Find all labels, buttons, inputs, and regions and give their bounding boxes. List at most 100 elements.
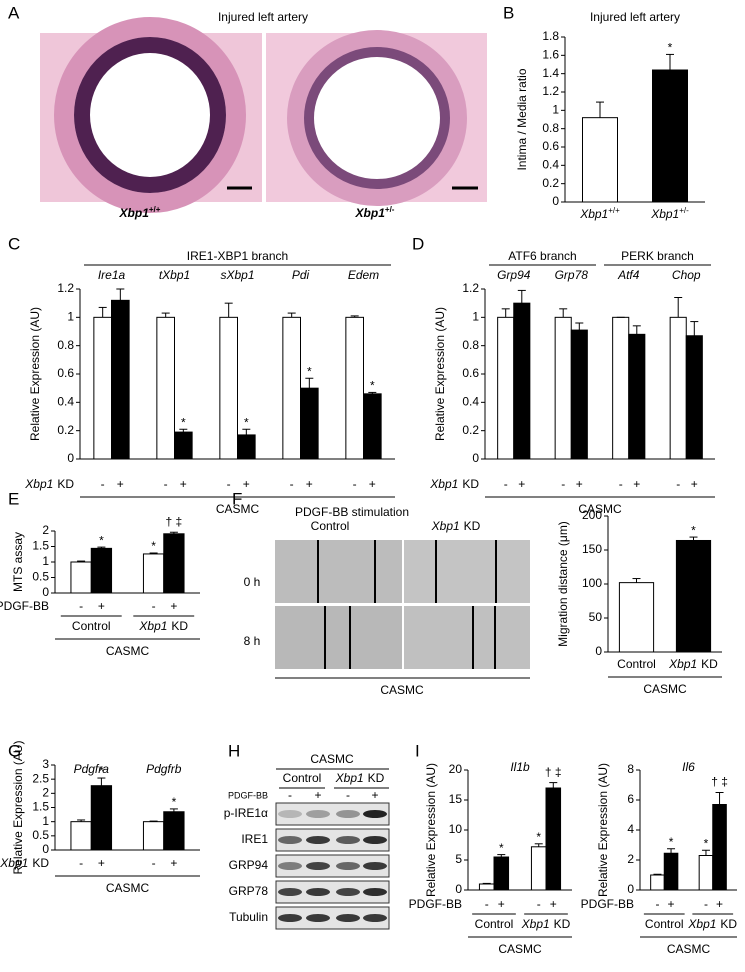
blot-band xyxy=(278,810,302,818)
y-tick-label: 0.6 xyxy=(57,366,74,380)
footer: CASMC xyxy=(498,942,542,956)
text-part: Xbp1 xyxy=(668,657,697,671)
condition-label: + xyxy=(518,477,525,491)
y-tick-label: 0.8 xyxy=(57,338,74,352)
y-tick-label: 1.5 xyxy=(32,800,49,814)
bar xyxy=(545,787,562,891)
blot-band xyxy=(306,810,330,818)
bar xyxy=(163,811,185,851)
category-label: Xbp1 KD xyxy=(521,917,571,931)
panel-label: E xyxy=(8,489,19,508)
text-part: PDGF-BB xyxy=(581,897,634,911)
significance-marker: * xyxy=(668,41,673,55)
text-part: PDGF-BB xyxy=(0,599,49,613)
bar xyxy=(478,883,495,891)
blot-band xyxy=(363,862,387,870)
category-label: sXbp1 xyxy=(220,268,254,282)
y-tick-label: 1 xyxy=(42,554,49,568)
condition-label: - xyxy=(504,477,508,491)
panel-label: H xyxy=(228,741,240,760)
category-label: Grp94 xyxy=(497,268,531,282)
condition-label: + xyxy=(117,477,124,491)
y-tick-label: 0 xyxy=(595,644,602,658)
text-part: tXbp1 xyxy=(159,268,190,282)
blot-band xyxy=(363,914,387,922)
condition-label: - xyxy=(152,599,156,613)
bar xyxy=(300,387,319,460)
bar xyxy=(345,316,364,460)
y-tick-label: 0.4 xyxy=(542,158,559,172)
factor-label: Xbp1 KD xyxy=(0,856,49,870)
condition-label: + xyxy=(306,477,313,491)
significance-marker: * xyxy=(244,415,249,429)
category-label: Control xyxy=(617,657,656,671)
blot-row-label: GRP94 xyxy=(229,858,269,872)
condition-label: - xyxy=(79,856,83,870)
micrograph xyxy=(275,606,402,669)
category-label: Pdi xyxy=(292,268,310,282)
y-tick-label: 0.2 xyxy=(542,176,559,190)
text-part: Control xyxy=(72,619,111,633)
condition-label: - xyxy=(152,856,156,870)
blot-band xyxy=(336,810,360,818)
bar xyxy=(156,316,175,460)
text-part: Xbp1 xyxy=(355,206,386,220)
bar xyxy=(93,316,112,460)
condition-label: - xyxy=(619,477,623,491)
bar xyxy=(582,117,618,203)
blot-band xyxy=(278,836,302,844)
bar xyxy=(163,533,185,594)
condition-label: - xyxy=(290,477,294,491)
factor-label: Xbp1 KD xyxy=(429,477,479,491)
micrograph xyxy=(404,606,530,669)
y-tick-label: 0.8 xyxy=(542,121,559,135)
bar xyxy=(282,316,301,460)
text-part: Edem xyxy=(348,268,379,282)
group-label: Control xyxy=(283,771,322,785)
y-tick-label: 0.2 xyxy=(57,423,74,437)
text-part: Xbp1 xyxy=(431,519,460,533)
significance-marker: * xyxy=(499,841,504,855)
text-part: KD xyxy=(701,657,718,671)
condition-label: + xyxy=(243,477,250,491)
condition-label: + xyxy=(369,477,376,491)
text-part: Xbp1 xyxy=(521,917,550,931)
category-label: Atf4 xyxy=(617,268,640,282)
significance-marker: * xyxy=(669,835,674,849)
significance-marker: * xyxy=(151,539,156,553)
category-label: Grp78 xyxy=(555,268,589,282)
y-axis-label: Relative Expression (AU) xyxy=(433,307,447,441)
blot-band xyxy=(336,836,360,844)
text-part: KD xyxy=(464,519,481,533)
text-part: Control xyxy=(645,917,684,931)
condition-label: + xyxy=(576,477,583,491)
lane-label: + xyxy=(371,788,378,802)
factor-label: PDGF-BB xyxy=(581,897,634,911)
text-part: Il6 xyxy=(682,760,695,774)
category-label: Xbp1 KD xyxy=(138,619,188,633)
branch-label: ATF6 branch xyxy=(508,249,576,263)
histology-title: Injured left artery xyxy=(218,10,308,24)
y-tick-label: 0 xyxy=(455,882,462,896)
text-part: Pdi xyxy=(292,268,310,282)
column-label: Xbp1 KD xyxy=(431,519,481,533)
migration-micrographs xyxy=(275,540,530,669)
y-axis-label: Relative Expression (AU) xyxy=(28,307,42,441)
bar xyxy=(363,393,382,460)
bar xyxy=(142,821,165,851)
condition-label: + xyxy=(98,599,105,613)
bar xyxy=(698,855,714,891)
y-tick-label: 1.4 xyxy=(542,66,559,80)
text-part: Atf4 xyxy=(617,268,640,282)
y-tick-label: 0.5 xyxy=(32,570,49,584)
y-tick-label: 0.6 xyxy=(542,139,559,153)
y-tick-label: 4 xyxy=(627,822,634,836)
y-axis-label: Intima / Media ratio xyxy=(515,68,529,170)
bar xyxy=(675,539,712,653)
text-part: KD xyxy=(462,477,479,491)
text-part: Grp78 xyxy=(555,268,589,282)
text-part: KD xyxy=(554,917,571,931)
footer: CASMC xyxy=(667,942,711,956)
y-tick-label: 0.5 xyxy=(32,828,49,842)
